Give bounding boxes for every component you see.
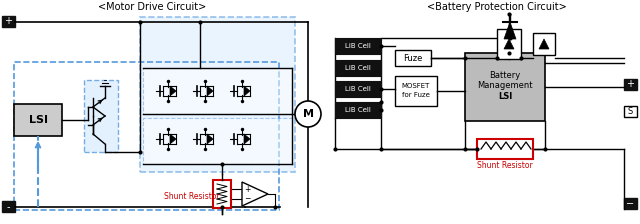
Polygon shape <box>207 86 213 96</box>
Text: <Motor Drive Circuit>: <Motor Drive Circuit> <box>98 2 206 12</box>
Polygon shape <box>207 134 213 144</box>
Text: <Battery Protection Circuit>: <Battery Protection Circuit> <box>427 2 567 12</box>
Text: LiB Cell: LiB Cell <box>345 43 371 49</box>
Bar <box>395 76 437 106</box>
Polygon shape <box>244 86 250 96</box>
Bar <box>624 79 637 90</box>
Bar <box>14 104 62 136</box>
Text: LiB Cell: LiB Cell <box>345 86 371 92</box>
Bar <box>477 139 533 159</box>
Text: +: + <box>244 185 250 194</box>
Text: Shunt Resistor: Shunt Resistor <box>164 192 220 200</box>
Bar <box>465 53 545 121</box>
Bar <box>84 80 118 152</box>
Circle shape <box>295 101 321 127</box>
Polygon shape <box>170 134 176 144</box>
Text: LiB Cell: LiB Cell <box>345 107 371 113</box>
Text: LSI: LSI <box>498 91 512 101</box>
Bar <box>2 201 15 212</box>
Text: LiB Cell: LiB Cell <box>345 65 371 71</box>
Text: −: − <box>626 199 634 209</box>
Polygon shape <box>242 182 268 206</box>
Text: Management: Management <box>477 80 532 90</box>
Polygon shape <box>244 134 250 144</box>
Text: Fuze: Fuze <box>403 54 422 62</box>
Bar <box>335 60 381 76</box>
Bar <box>624 198 637 209</box>
Bar <box>213 180 231 208</box>
Bar <box>140 17 295 172</box>
Bar <box>143 68 292 114</box>
Bar <box>14 62 279 210</box>
Bar <box>335 102 381 118</box>
Polygon shape <box>539 39 549 49</box>
Polygon shape <box>504 39 514 49</box>
Text: −: − <box>244 194 250 203</box>
Text: Shunt Resistor: Shunt Resistor <box>477 161 533 170</box>
Text: MOSFET: MOSFET <box>402 83 430 89</box>
Polygon shape <box>504 22 516 39</box>
Bar <box>533 33 555 55</box>
Text: +: + <box>4 16 12 26</box>
Bar <box>335 38 381 54</box>
Text: M: M <box>303 109 314 119</box>
Bar <box>395 50 431 66</box>
Text: Battery: Battery <box>490 71 520 80</box>
Text: +: + <box>626 79 634 89</box>
Text: S: S <box>627 106 632 116</box>
Bar <box>624 106 637 117</box>
Bar <box>2 16 15 27</box>
Text: LSI: LSI <box>29 115 47 125</box>
Bar <box>497 29 521 59</box>
Bar <box>335 81 381 97</box>
Polygon shape <box>170 86 176 96</box>
Text: for Fuze: for Fuze <box>402 92 430 98</box>
Bar <box>143 118 292 164</box>
Text: -: - <box>6 202 10 212</box>
